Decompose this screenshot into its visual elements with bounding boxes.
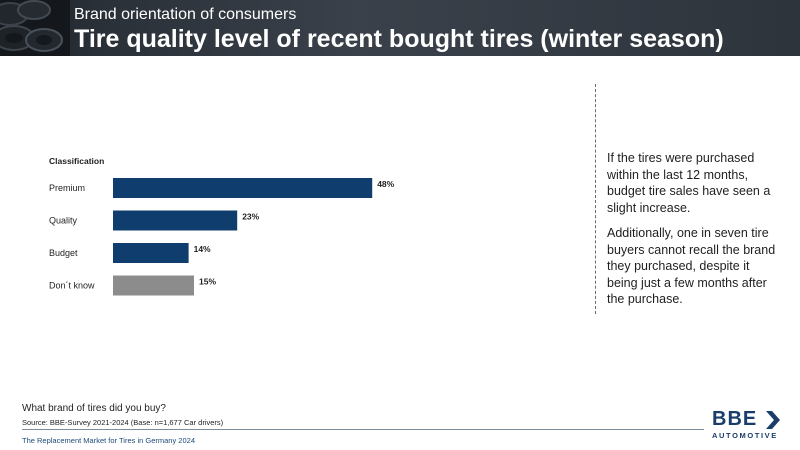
legend-title: Classification [49, 156, 104, 166]
category-label: Quality [49, 216, 78, 226]
tire-stack-icon [0, 0, 70, 56]
bar [113, 210, 238, 231]
footer-divider [22, 429, 704, 430]
chevron-right-icon [766, 411, 780, 429]
report-title: The Replacement Market for Tires in Germ… [22, 436, 195, 445]
source-note: Source: BBE-Survey 2021-2024 (Base: n=1,… [22, 418, 224, 427]
data-label: 14% [194, 244, 211, 254]
bar [113, 243, 189, 263]
bar-chart-svg: Classification Premium 48% Quality 23% Budget… [49, 156, 395, 296]
bar-chart: Classification Premium 48% Quality 23% Budget… [0, 60, 560, 380]
category-label: Don´t know [49, 281, 95, 291]
survey-question: What brand of tires did you buy? [22, 403, 166, 414]
bar [113, 275, 194, 296]
data-label: 48% [377, 179, 394, 189]
category-label: Budget [49, 248, 78, 258]
header-banner: Brand orientation of consumers Tire qual… [0, 0, 800, 56]
page-title: Tire quality level of recent bought tire… [74, 25, 724, 53]
logo-brand: BBE [712, 408, 758, 430]
data-label: 23% [242, 212, 259, 222]
logo-tagline: AUTOMOTIVE [712, 431, 778, 440]
page-subtitle: Brand orientation of consumers [74, 6, 297, 23]
bbe-automotive-logo: BBE AUTOMOTIVE [712, 409, 792, 443]
data-label: 15% [199, 277, 216, 287]
note-paragraph-2: Additionally, one in seven tire buyers c… [607, 226, 776, 306]
vertical-divider [595, 84, 596, 314]
bar [113, 178, 373, 198]
note-paragraph-1: If the tires were purchased within the l… [607, 151, 771, 215]
category-label: Premium [49, 183, 85, 193]
